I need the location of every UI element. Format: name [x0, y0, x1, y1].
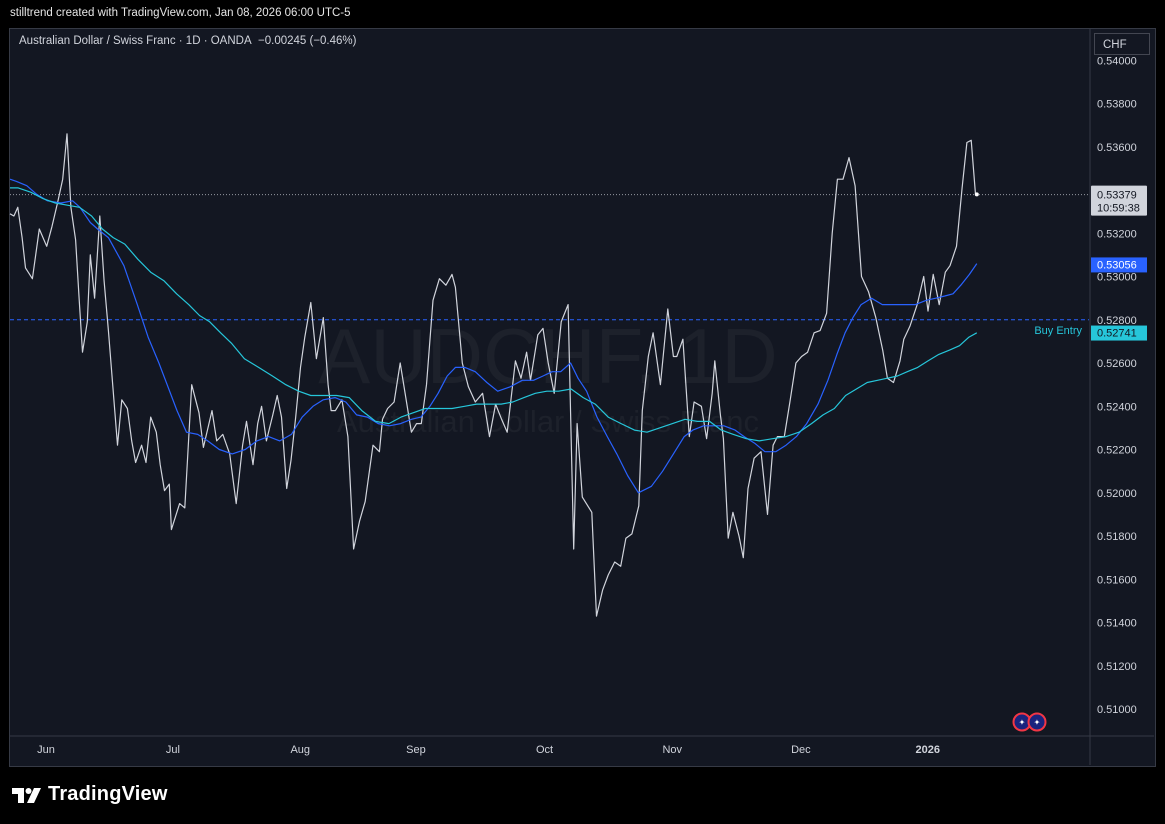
ma-slow-badge [1091, 325, 1147, 341]
ma-fast-line[interactable] [9, 178, 978, 494]
price-tick-label: 0.52200 [1097, 445, 1137, 457]
price-tick-label: 0.53000 [1097, 272, 1137, 284]
time-tick-label: 2026 [916, 744, 940, 756]
legend-change: −0.00245 (−0.46%) [258, 35, 357, 47]
time-axis[interactable]: Jun Jul Aug Sep Oct Nov Dec 2026 [37, 744, 940, 756]
time-tick-label: Sep [406, 744, 426, 756]
tradingview-brand: TradingView [12, 783, 168, 806]
last-price-dot [974, 192, 979, 197]
time-tick-label: Jul [166, 744, 180, 756]
svg-text:✦: ✦ [1034, 718, 1041, 727]
bar-countdown: 10:59:38 [1097, 203, 1140, 215]
price-tick-label: 0.53200 [1097, 228, 1137, 240]
price-tick-label: 0.54000 [1097, 55, 1137, 67]
ma-slow-line[interactable] [10, 187, 978, 442]
axis-dividers [10, 29, 1154, 765]
price-tick-label: 0.52600 [1097, 358, 1137, 370]
price-tick-label: 0.51400 [1097, 618, 1137, 630]
currency-button[interactable]: CHF [1094, 33, 1150, 55]
price-tick-label: 0.52400 [1097, 401, 1137, 413]
price-axis[interactable]: 0.54000 0.53800 0.53600 0.53200 0.53000 0.528… [1097, 55, 1137, 716]
svg-text:✦: ✦ [1019, 718, 1026, 727]
legend-symbol: Australian Dollar / Swiss Franc · 1D · O… [19, 35, 252, 47]
time-tick-label: Nov [662, 744, 682, 756]
price-tick-label: 0.53600 [1097, 142, 1137, 154]
tradingview-wordmark: TradingView [48, 783, 168, 805]
price-tick-label: 0.51200 [1097, 661, 1137, 673]
watermark-ticker: AUDCHF, 1D [318, 312, 777, 400]
price-tick-label: 0.51000 [1097, 704, 1137, 716]
price-tick-label: 0.52000 [1097, 488, 1137, 500]
price-tick-label: 0.53800 [1097, 99, 1137, 111]
symbol-legend[interactable]: Australian Dollar / Swiss Franc · 1D · O… [19, 35, 356, 47]
ma-fast-badge [1091, 257, 1147, 273]
time-tick-label: Aug [290, 744, 310, 756]
buy-entry-label[interactable]: Buy Entry [1034, 325, 1082, 337]
price-tick-label: 0.52800 [1097, 315, 1137, 327]
australia-swiss-flag-icons[interactable]: ✦ ✦ [1012, 712, 1047, 732]
price-line[interactable] [9, 133, 977, 617]
last-price-value: 0.53379 [1097, 190, 1137, 202]
chart-attribution: stilltrend created with TradingView.com,… [10, 7, 351, 19]
last-price-badge [1091, 185, 1147, 216]
swiss-flag-icon[interactable] [1027, 712, 1047, 732]
symbol-watermark: AUDCHF, 1D Australian Dollar / Swiss Fra… [318, 312, 777, 439]
price-tick-label: 0.51600 [1097, 574, 1137, 586]
price-tick-label: 0.51800 [1097, 531, 1137, 543]
time-tick-label: Dec [791, 744, 811, 756]
tradingview-logo-icon [12, 787, 41, 803]
ma-fast-value: 0.53056 [1097, 259, 1137, 271]
ma-slow-value: 0.52741 [1097, 328, 1137, 340]
time-tick-label: Oct [536, 744, 553, 756]
time-tick-label: Jun [37, 744, 55, 756]
